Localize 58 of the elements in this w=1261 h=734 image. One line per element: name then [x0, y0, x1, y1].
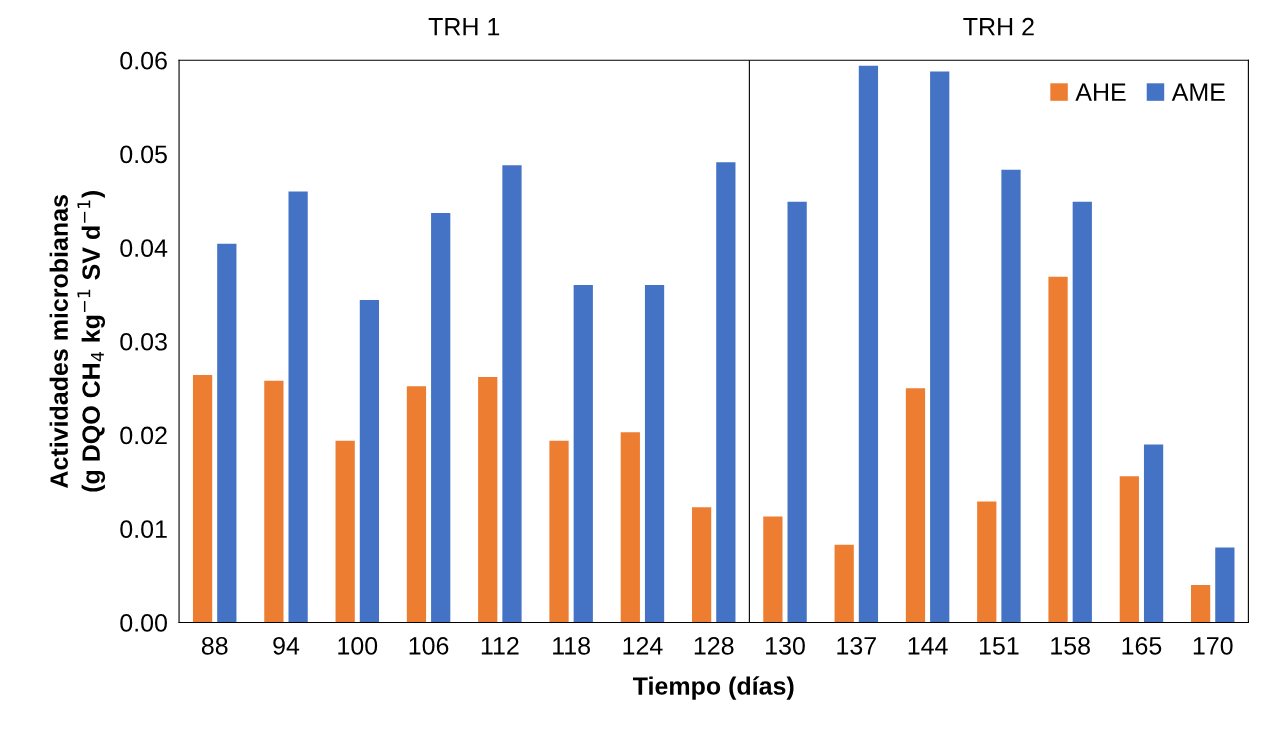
x-tick-label: 137: [837, 636, 876, 655]
bar: [478, 376, 498, 623]
y-tick-label: 0.04: [120, 239, 168, 257]
bar: [1215, 547, 1235, 623]
x-tick-label: 144: [908, 637, 948, 655]
y-axis-title: Actividades microbianas (g DQO CH$_{4}$ kg$^{−1}$ SV d$^{−1}$): [49, 191, 106, 492]
legend-label: AME: [1171, 83, 1225, 101]
bar: [930, 71, 950, 623]
x-tick-label: 88: [201, 636, 228, 655]
x-tick-label: 124: [623, 636, 663, 655]
y-tick-label: 0.01: [120, 520, 167, 539]
bar: [264, 380, 284, 623]
bar: [1143, 444, 1164, 623]
bar: [644, 285, 665, 623]
x-tick-label: 128: [694, 636, 734, 655]
bar: [905, 388, 926, 623]
bar: [406, 386, 427, 623]
bar: [1072, 201, 1092, 623]
y-tick-label: 0.02: [120, 426, 167, 445]
y-tick-label: 0.00: [120, 614, 167, 632]
x-tick-label: 170: [1193, 636, 1233, 655]
bar: [691, 507, 712, 623]
y-tick-label: 0.06: [120, 51, 167, 70]
bar: [217, 243, 237, 623]
x-tick-label: 118: [553, 636, 590, 655]
bar: [858, 65, 879, 623]
bar: [763, 516, 783, 623]
bar: [834, 544, 854, 623]
x-tick-label: 94: [273, 636, 300, 655]
bar: [716, 162, 736, 623]
bar: [1001, 169, 1021, 623]
bar: [787, 201, 807, 623]
bar: [573, 285, 593, 623]
y-tick-label: 0.05: [120, 145, 167, 164]
x-tick-label: 130: [766, 636, 805, 655]
bar: [549, 440, 569, 623]
bar: [335, 440, 355, 623]
bar: [620, 432, 640, 623]
x-tick-label: 165: [1122, 636, 1162, 655]
bar: [192, 375, 213, 623]
bar: [502, 165, 522, 623]
bar: [1119, 476, 1139, 623]
bar: [431, 212, 451, 623]
x-tick-label: 100: [338, 636, 378, 655]
bar: [288, 191, 308, 623]
text: TRH 2: [963, 17, 1034, 36]
bar: [1048, 276, 1068, 623]
x-tick-label: 106: [409, 636, 449, 655]
bar: [1191, 584, 1211, 623]
bar: [359, 300, 380, 623]
x-tick-label: 112: [481, 636, 519, 655]
y-tick-label: 0.03: [120, 332, 167, 351]
x-tick-label: 151: [979, 637, 1019, 655]
x-axis-title: Tiempo (días): [632, 676, 794, 700]
bar: [977, 501, 997, 623]
text: TRH 1: [428, 18, 500, 36]
legend-label: AHE: [1075, 83, 1126, 101]
x-tick-label: 158: [1051, 636, 1090, 655]
